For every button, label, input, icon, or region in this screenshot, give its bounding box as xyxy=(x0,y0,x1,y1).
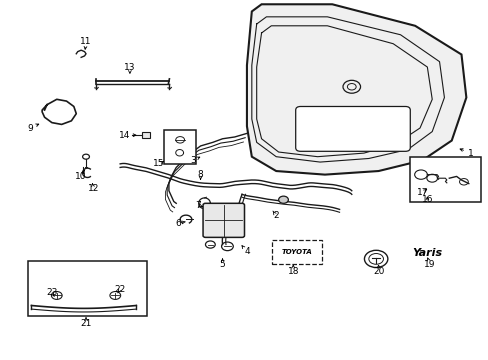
FancyBboxPatch shape xyxy=(409,157,480,202)
FancyBboxPatch shape xyxy=(295,107,409,151)
Text: 15: 15 xyxy=(153,159,164,168)
Polygon shape xyxy=(246,4,466,175)
Text: 14: 14 xyxy=(119,131,130,140)
Text: TOYOTA: TOYOTA xyxy=(281,249,311,255)
Text: 7: 7 xyxy=(195,201,201,210)
Text: 13: 13 xyxy=(124,63,135,72)
Text: 3: 3 xyxy=(190,156,196,165)
Text: 18: 18 xyxy=(287,267,298,276)
Text: 8: 8 xyxy=(197,170,203,179)
Text: 11: 11 xyxy=(80,37,92,46)
Text: 16: 16 xyxy=(421,195,432,204)
Text: 1: 1 xyxy=(468,149,473,158)
Text: 9: 9 xyxy=(27,123,33,132)
Text: 4: 4 xyxy=(244,247,249,256)
Text: 17: 17 xyxy=(416,188,427,197)
Text: 19: 19 xyxy=(423,260,435,269)
Text: 2: 2 xyxy=(273,211,279,220)
Text: 10: 10 xyxy=(75,172,87,181)
Text: 23: 23 xyxy=(46,288,58,297)
Text: 21: 21 xyxy=(80,319,92,328)
Text: Yaris: Yaris xyxy=(411,248,442,258)
Circle shape xyxy=(278,196,288,203)
FancyBboxPatch shape xyxy=(163,130,195,164)
FancyBboxPatch shape xyxy=(271,239,322,264)
FancyBboxPatch shape xyxy=(203,203,244,237)
FancyBboxPatch shape xyxy=(142,132,150,138)
Text: 6: 6 xyxy=(176,219,181,228)
FancyBboxPatch shape xyxy=(27,261,147,316)
Text: 5: 5 xyxy=(219,260,225,269)
Text: 22: 22 xyxy=(114,285,125,294)
Text: 12: 12 xyxy=(87,184,99,193)
Text: 20: 20 xyxy=(372,267,384,276)
